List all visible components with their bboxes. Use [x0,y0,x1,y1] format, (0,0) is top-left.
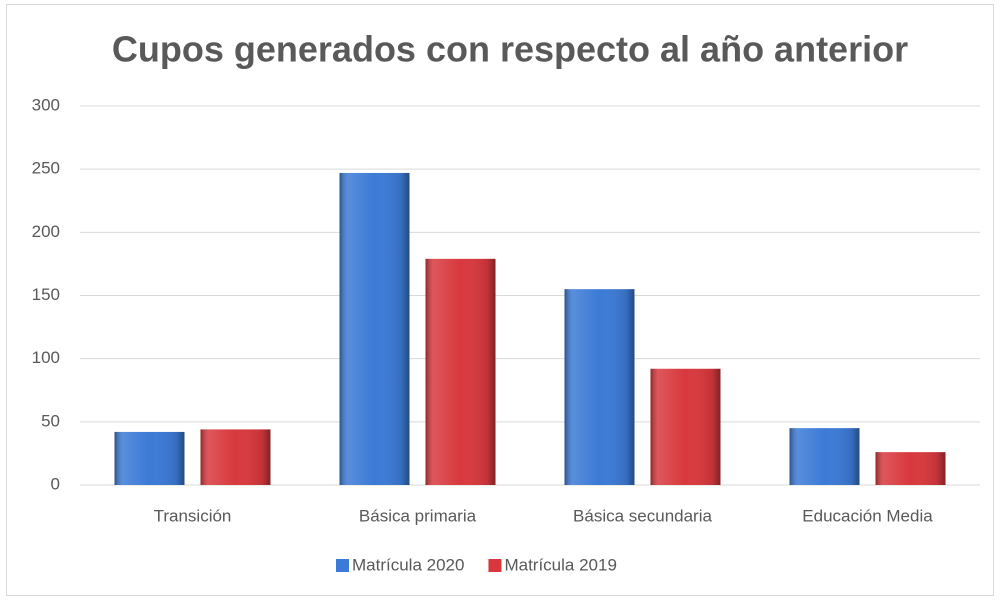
y-tick-label: 250 [32,159,60,178]
y-tick-label: 0 [51,474,60,493]
bar [114,431,185,485]
bar [564,289,635,485]
bar [650,368,721,485]
bar [875,452,946,485]
bar [789,428,860,485]
x-tick-label: Básica primaria [359,506,477,525]
bar [200,429,271,485]
chart-border [6,4,994,596]
legend-swatch [488,559,502,572]
bar [339,172,410,485]
bar [425,258,496,485]
chart-title: Cupos generados con respecto al año ante… [112,29,908,70]
x-tick-label: Transición [154,506,232,525]
y-tick-label: 50 [41,411,60,430]
y-tick-label: 100 [32,348,60,367]
x-tick-label: Básica secundaria [573,506,712,525]
legend-swatch [336,559,349,572]
y-tick-label: 300 [32,95,60,114]
x-tick-label: Educación Media [802,506,933,525]
y-tick-label: 200 [32,222,60,241]
y-tick-label: 150 [32,285,60,304]
legend-label: Matrícula 2019 [504,555,616,574]
legend-label: Matrícula 2020 [352,555,464,574]
